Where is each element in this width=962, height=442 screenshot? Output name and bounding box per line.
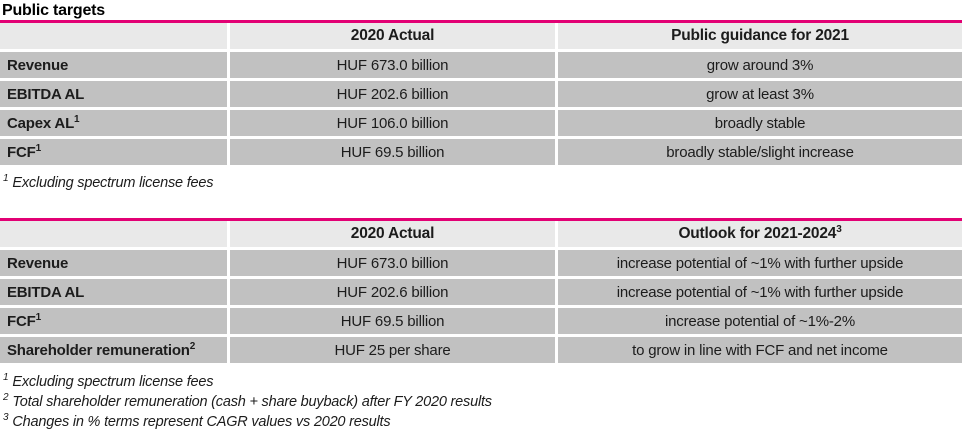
footnote: 1 Excluding spectrum license fees <box>3 372 962 392</box>
actual-value: HUF 202.6 billion <box>230 81 558 110</box>
outlook-value: to grow in line with FCF and net income <box>558 337 962 366</box>
row-label: EBITDA AL <box>0 81 230 110</box>
header-empty-cell <box>0 221 230 250</box>
header-2020-actual: 2020 Actual <box>230 23 558 52</box>
table-row: FCF1 HUF 69.5 billion increase potential… <box>0 308 962 337</box>
footnote-superscript: 1 <box>3 173 9 185</box>
row-label-superscript: 1 <box>35 142 42 154</box>
table-row: EBITDA AL HUF 202.6 billion grow at leas… <box>0 81 962 110</box>
footnote-text: Excluding spectrum license fees <box>12 374 214 390</box>
actual-value: HUF 69.5 billion <box>230 139 558 168</box>
row-label: FCF1 <box>0 308 230 337</box>
footnote: 2 Total shareholder remuneration (cash + … <box>3 392 962 412</box>
header-empty-cell <box>0 23 230 52</box>
outlook-value: increase potential of ~1% with further u… <box>558 279 962 308</box>
actual-value: HUF 673.0 billion <box>230 52 558 81</box>
row-label: Revenue <box>0 52 230 81</box>
outlook-value: increase potential of ~1%-2% <box>558 308 962 337</box>
row-label: Shareholder remuneration2 <box>0 337 230 366</box>
table-row: Revenue HUF 673.0 billion grow around 3% <box>0 52 962 81</box>
table-header-row: 2020 Actual Outlook for 2021-20243 <box>0 221 962 250</box>
header-outlook-2021-2024: Outlook for 2021-20243 <box>558 221 962 250</box>
accent-divider-top <box>0 20 962 23</box>
table-row: Revenue HUF 673.0 billion increase poten… <box>0 250 962 279</box>
actual-value: HUF 673.0 billion <box>230 250 558 279</box>
table1-footnotes: 1 Excluding spectrum license fees <box>3 173 962 193</box>
public-guidance-2021-table: 2020 Actual Public guidance for 2021 Rev… <box>0 23 962 168</box>
row-label-text: Capex AL <box>7 114 75 132</box>
guidance-value: broadly stable/slight increase <box>558 139 962 168</box>
table-row: EBITDA AL HUF 202.6 billion increase pot… <box>0 279 962 308</box>
row-label: FCF1 <box>0 139 230 168</box>
accent-divider-middle <box>0 218 962 221</box>
header-label: Public guidance for 2021 <box>671 27 849 44</box>
row-label: Revenue <box>0 250 230 279</box>
row-label-text: EBITDA AL <box>7 283 85 301</box>
footnote: 3 Changes in % terms represent CAGR value… <box>3 412 962 432</box>
table-row: Capex AL1 HUF 106.0 billion broadly stab… <box>0 110 962 139</box>
outlook-2021-2024-table: 2020 Actual Outlook for 2021-20243 Reven… <box>0 221 962 366</box>
row-label-superscript: 2 <box>189 340 196 352</box>
outlook-value: increase potential of ~1% with further u… <box>558 250 962 279</box>
row-label: EBITDA AL <box>0 279 230 308</box>
actual-value: HUF 106.0 billion <box>230 110 558 139</box>
row-label-text: EBITDA AL <box>7 85 85 103</box>
table2-footnotes: 1 Excluding spectrum license fees 2 Total … <box>3 372 962 432</box>
footnote-text: Excluding spectrum license fees <box>12 175 214 191</box>
footnote-superscript: 3 <box>3 412 9 424</box>
row-label-text: FCF <box>7 312 36 330</box>
footnote-text: Changes in % terms represent CAGR values… <box>12 414 391 430</box>
header-superscript: 3 <box>836 223 842 235</box>
table-row: FCF1 HUF 69.5 billion broadly stable/sli… <box>0 139 962 168</box>
row-label-text: Revenue <box>7 56 69 74</box>
row-label-superscript: 1 <box>74 113 80 125</box>
header-public-guidance-2021: Public guidance for 2021 <box>558 23 962 52</box>
header-2020-actual: 2020 Actual <box>230 221 558 250</box>
row-label-text: Shareholder remuneration <box>7 341 190 359</box>
guidance-value: broadly stable <box>558 110 962 139</box>
actual-value: HUF 202.6 billion <box>230 279 558 308</box>
guidance-value: grow at least 3% <box>558 81 962 110</box>
footnote-superscript: 1 <box>3 372 9 384</box>
row-label: Capex AL1 <box>0 110 230 139</box>
table-header-row: 2020 Actual Public guidance for 2021 <box>0 23 962 52</box>
row-label-text: FCF <box>7 143 36 161</box>
header-label: Outlook for 2021-2024 <box>678 225 837 242</box>
actual-value: HUF 25 per share <box>230 337 558 366</box>
guidance-value: grow around 3% <box>558 52 962 81</box>
table-row: Shareholder remuneration2 HUF 25 per sha… <box>0 337 962 366</box>
footnote: 1 Excluding spectrum license fees <box>3 173 962 193</box>
page-title: Public targets <box>2 2 106 19</box>
footnote-text: Total shareholder remuneration (cash + s… <box>12 394 492 410</box>
footnote-superscript: 2 <box>3 392 9 404</box>
row-label-text: Revenue <box>7 254 69 272</box>
actual-value: HUF 69.5 billion <box>230 308 558 337</box>
row-label-superscript: 1 <box>35 311 42 323</box>
